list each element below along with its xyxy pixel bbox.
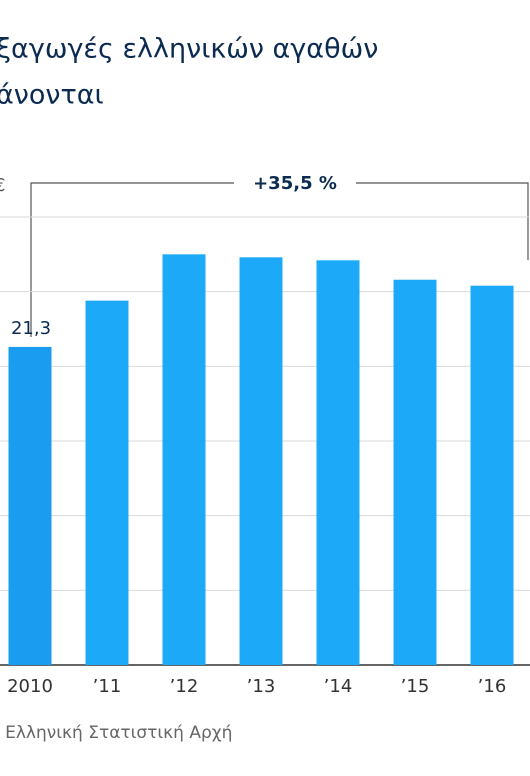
x-tick-label: 2010 xyxy=(7,676,53,697)
value-label: 21,3 xyxy=(11,318,51,339)
bar xyxy=(239,257,283,665)
x-tick-label: ’16 xyxy=(478,676,507,697)
bar xyxy=(316,260,360,665)
bracket-line xyxy=(30,182,234,337)
bar xyxy=(8,346,52,665)
x-tick-label: ’13 xyxy=(247,676,276,697)
chart-title: άνονται xyxy=(0,80,104,111)
x-tick-label: ’12 xyxy=(170,676,199,697)
chart-title: ξαγωγές ελληνικών αγαθών xyxy=(0,34,378,65)
bracket-line xyxy=(356,182,529,260)
bar xyxy=(162,254,206,666)
annotation: +35,5 % xyxy=(253,173,337,194)
source: : Ελληνική Στατιστική Αρχή xyxy=(0,723,232,743)
x-tick-label: ’11 xyxy=(93,676,122,697)
bar xyxy=(85,300,129,665)
bar xyxy=(393,279,437,665)
unit-label: € xyxy=(0,175,5,196)
bar xyxy=(470,285,514,665)
x-tick-label: ’14 xyxy=(324,676,353,697)
x-tick-label: ’15 xyxy=(401,676,430,697)
